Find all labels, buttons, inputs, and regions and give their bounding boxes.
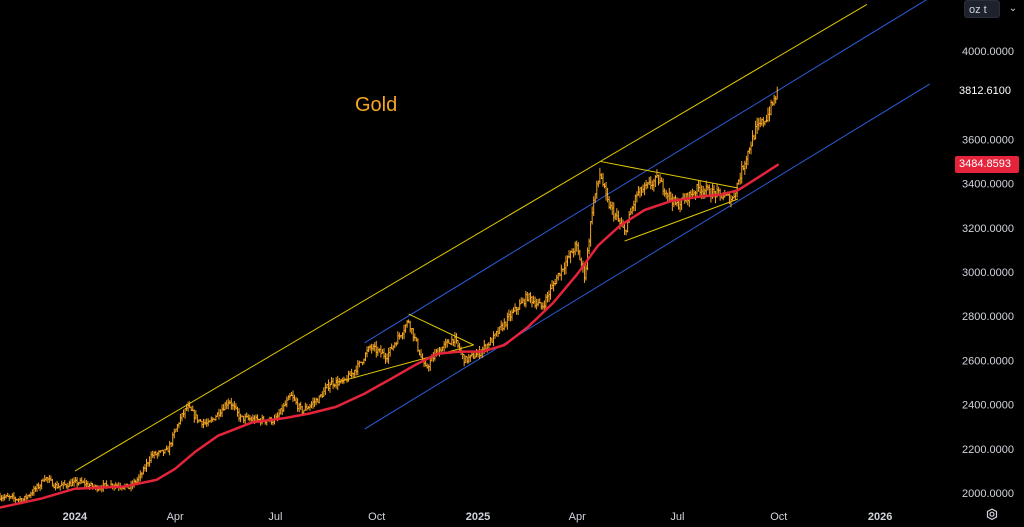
y-tick-label: 3600.0000	[962, 134, 1014, 146]
last-price-tag: 3812.6100	[955, 83, 1019, 100]
y-tick-label: 4000.0000	[962, 46, 1014, 58]
x-tick-label: 2025	[466, 511, 490, 523]
chevron-down-icon[interactable]: ⌄	[1008, 3, 1018, 14]
channel-upper	[364, 0, 928, 344]
y-tick-label: 2400.0000	[962, 400, 1014, 412]
gear-icon[interactable]	[984, 506, 1000, 522]
x-tick-label: Jul	[268, 511, 282, 523]
triangle-2-bottom	[624, 198, 739, 242]
x-tick-label: Apr	[569, 511, 586, 523]
y-tick-label: 3000.0000	[962, 267, 1014, 279]
chart-title: Gold	[355, 94, 398, 116]
y-tick-label: 3200.0000	[962, 223, 1014, 235]
x-tick-label: 2024	[63, 511, 88, 523]
y-tick-label: 2800.0000	[962, 311, 1014, 323]
y-tick-label: 3400.0000	[962, 179, 1014, 191]
moving-average-layer	[0, 163, 779, 509]
x-tick-label: Oct	[368, 511, 385, 523]
x-axis[interactable]: 2024 Apr Jul Oct 2025 Apr Jul Oct 2026	[63, 511, 893, 523]
upper-trendline	[74, 3, 868, 472]
channel-lower	[364, 83, 930, 430]
triangle-1-bottom	[335, 344, 474, 384]
drawing-layer	[74, 0, 930, 472]
unit-selector[interactable]: oz t	[964, 0, 1000, 18]
x-tick-label: Apr	[167, 511, 184, 523]
x-tick-label: 2026	[868, 511, 892, 523]
moving-average-price-tag: 3484.8593	[955, 156, 1019, 173]
candles-layer	[0, 86, 779, 505]
x-tick-label: Oct	[770, 511, 787, 523]
x-tick-label: Jul	[670, 511, 684, 523]
unit-label: oz t	[969, 4, 987, 16]
triangle-2-top	[600, 160, 739, 189]
moving-average-line	[0, 163, 779, 509]
triangle-1-top	[408, 313, 474, 346]
y-tick-label: 2200.0000	[962, 444, 1014, 456]
y-tick-label: 2600.0000	[962, 355, 1014, 367]
y-tick-label: 2000.0000	[962, 488, 1014, 500]
y-axis[interactable]: 2000.0000 2200.0000 2400.0000 2600.0000 2800…	[962, 46, 1014, 500]
